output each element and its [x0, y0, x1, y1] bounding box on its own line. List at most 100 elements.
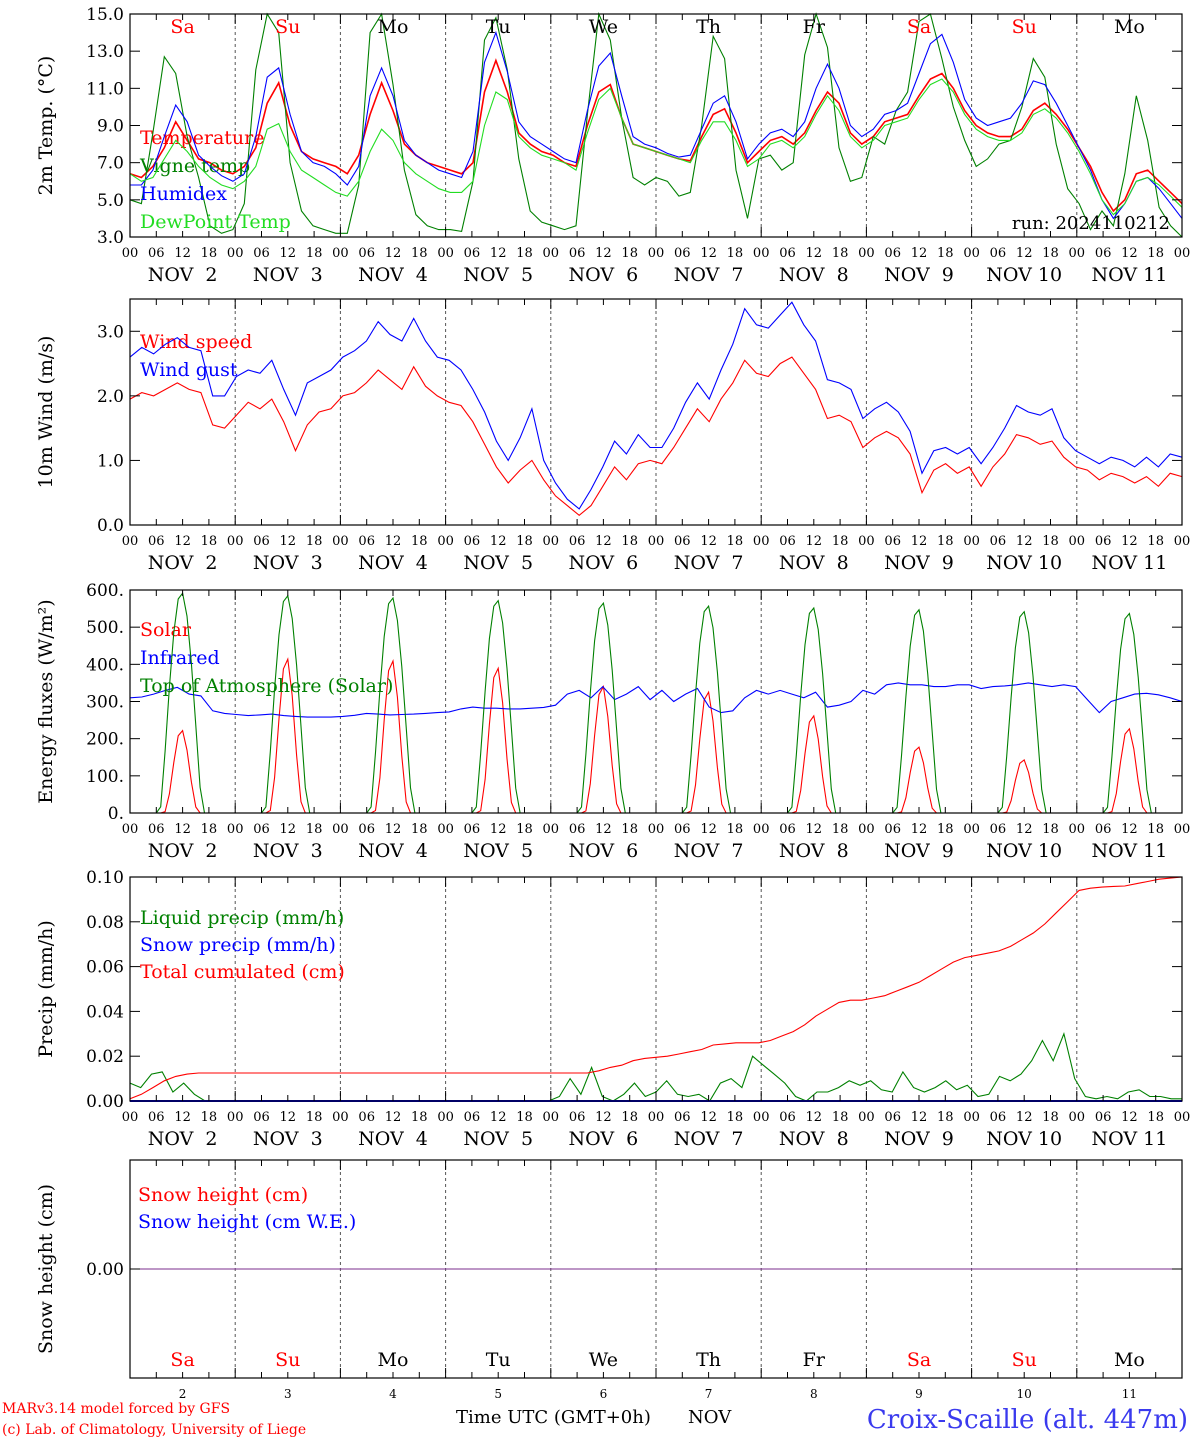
date-label: NOV 2: [148, 552, 218, 574]
hour-label: 00: [122, 534, 139, 549]
weekday-label: Th: [696, 16, 721, 38]
hour-label: 18: [201, 534, 218, 549]
hour-label: 00: [227, 1110, 244, 1125]
hour-label: 06: [990, 534, 1007, 549]
hour-label: 12: [385, 1110, 402, 1125]
hour-label: 06: [779, 534, 796, 549]
hour-label: 18: [832, 534, 849, 549]
day-number-label: 8: [810, 1387, 818, 1401]
model-credit: MARv3.14 model forced by GFS: [2, 1401, 230, 1417]
hour-label: 12: [595, 1110, 612, 1125]
hour-label: 06: [1095, 1110, 1112, 1125]
weekday-label: Su: [1012, 16, 1037, 38]
legend-entry: Wind gust: [140, 359, 238, 381]
hour-label: 06: [358, 534, 375, 549]
hour-label: 00: [963, 246, 980, 261]
y-tick-label: 0.00: [86, 1092, 124, 1112]
legend-entry: Top of Atmosphere (Solar): [140, 675, 393, 697]
hour-label: 00: [227, 534, 244, 549]
hour-label: 00: [332, 822, 349, 837]
date-label: NOV 3: [253, 264, 323, 286]
day-number-label: 5: [494, 1387, 502, 1401]
hour-label: 06: [779, 246, 796, 261]
hour-label: 12: [174, 822, 191, 837]
hour-label: 18: [201, 822, 218, 837]
hour-label: 00: [437, 534, 454, 549]
hour-label: 12: [280, 822, 297, 837]
hour-label: 18: [937, 534, 954, 549]
date-label: NOV 6: [569, 1128, 639, 1150]
hour-label: 18: [1147, 246, 1164, 261]
date-label: NOV 4: [358, 552, 428, 574]
hour-label: 06: [148, 534, 165, 549]
hour-label: 06: [569, 1110, 586, 1125]
y-tick-label: 0.02: [86, 1047, 124, 1067]
y-tick-label: 500.: [86, 618, 124, 638]
legend-entry: Snow height (cm): [138, 1184, 308, 1206]
panel-1: Temperature Vigne temp Humidex DewPoint Tem…: [35, 5, 1190, 286]
station-label: Croix-Scaille (alt. 447m): [867, 1405, 1188, 1435]
hour-label: 18: [411, 246, 428, 261]
hour-label: 12: [1016, 822, 1033, 837]
hour-label: 18: [516, 246, 533, 261]
y-axis-label: 2m Temp. (°C): [35, 56, 57, 196]
weekday-label: Sa: [170, 1349, 194, 1371]
y-tick-label: 15.0: [86, 5, 124, 25]
date-label: NOV 5: [463, 552, 533, 574]
hour-label: 00: [648, 822, 665, 837]
hour-label: 18: [1147, 822, 1164, 837]
hour-label: 06: [358, 1110, 375, 1125]
date-label: NOV 7: [674, 264, 744, 286]
date-label: NOV 11: [1091, 840, 1167, 862]
day-number-label: 2: [179, 1387, 187, 1401]
hour-label: 00: [1174, 1110, 1191, 1125]
hour-label: 18: [306, 534, 323, 549]
hour-label: 00: [227, 822, 244, 837]
hour-label: 12: [385, 534, 402, 549]
hour-label: 18: [516, 822, 533, 837]
series-line-dewpoint-temp: [129, 78, 1183, 216]
hour-label: 18: [727, 1110, 744, 1125]
hour-label: 06: [253, 246, 270, 261]
y-tick-label: 0.0: [97, 516, 124, 536]
hour-label: 12: [1016, 1110, 1033, 1125]
y-tick-label: 9.0: [97, 117, 124, 137]
series-line-wind-speed: [129, 356, 1183, 517]
hour-label: 06: [674, 822, 691, 837]
hour-label: 00: [227, 246, 244, 261]
hour-label: 06: [569, 246, 586, 261]
hour-label: 00: [753, 822, 770, 837]
y-tick-label: 0.08: [86, 913, 124, 933]
legend-entry: Snow precip (mm/h): [140, 934, 336, 956]
legend-entry: Solar: [140, 619, 192, 641]
date-label: NOV 4: [358, 264, 428, 286]
hour-label: 00: [648, 246, 665, 261]
panel-5: Snow height (cm) Snow height (cm W.E.) 0.0…: [35, 1159, 1183, 1401]
hour-label: 18: [621, 534, 638, 549]
hour-label: 12: [174, 1110, 191, 1125]
day-number-label: 11: [1122, 1387, 1137, 1401]
weekday-label: Mo: [378, 16, 409, 38]
date-label: NOV 3: [253, 1128, 323, 1150]
hour-label: 12: [595, 246, 612, 261]
hour-label: 06: [148, 246, 165, 261]
legend-entry: DewPoint Temp: [140, 211, 291, 233]
date-label: NOV 2: [148, 1128, 218, 1150]
panel-2: Wind speed Wind gust 0.0 1.0 2.0 3.0 10m Wind …: [35, 298, 1190, 574]
date-label: NOV 10: [986, 264, 1062, 286]
hour-label: 12: [1121, 822, 1138, 837]
hour-label: 06: [884, 1110, 901, 1125]
date-label: NOV 6: [569, 840, 639, 862]
series-line-vigne-temp: [129, 11, 1183, 238]
weekday-label: Mo: [1114, 1349, 1145, 1371]
date-label: NOV 5: [463, 840, 533, 862]
y-tick-label: 11.0: [86, 79, 124, 99]
hour-label: 00: [332, 1110, 349, 1125]
weekday-label: We: [589, 16, 618, 38]
hour-label: 00: [963, 1110, 980, 1125]
date-label: NOV 8: [779, 840, 849, 862]
y-tick-label: 0.: [108, 804, 124, 824]
hour-label: 06: [569, 534, 586, 549]
hour-label: 00: [437, 1110, 454, 1125]
